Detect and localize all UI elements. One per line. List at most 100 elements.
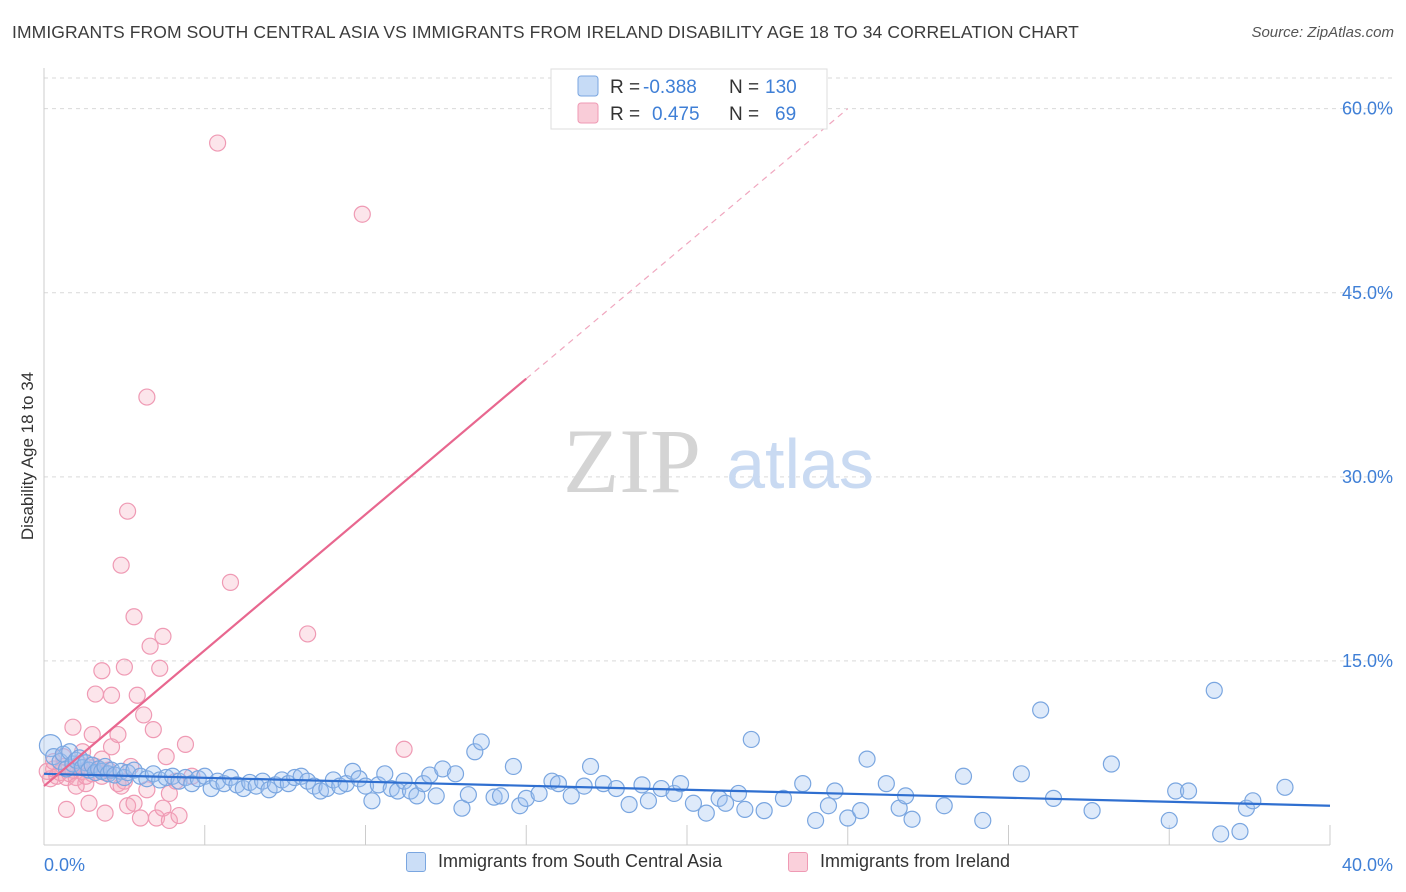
data-point-south-central-asia	[1231, 822, 1249, 841]
legend-swatch-pink	[788, 851, 808, 872]
data-point-south-central-asia	[215, 775, 233, 793]
watermark: ZIP atlas	[563, 410, 874, 512]
data-point-south-central-asia	[254, 772, 272, 790]
legend-top: R = -0.388 N = 130 R = 0.475 N = 69	[550, 68, 828, 130]
data-point-south-central-asia	[1212, 825, 1230, 843]
data-point-south-central-asia	[459, 786, 477, 804]
south-central-asia-points	[38, 681, 1294, 843]
legend-r-value: 0.475	[652, 104, 700, 125]
data-point-south-central-asia	[858, 750, 876, 768]
data-point-south-central-asia	[684, 794, 703, 812]
axes	[43, 68, 1331, 846]
data-point-south-central-asia	[1276, 778, 1294, 796]
data-point-ireland	[157, 748, 175, 766]
data-point-south-central-asia	[697, 804, 715, 822]
data-point-south-central-asia	[736, 800, 754, 819]
data-point-ireland	[118, 502, 137, 520]
x-tick-labels: 0.0% 40.0%	[44, 855, 1393, 875]
data-point-south-central-asia	[1083, 802, 1101, 820]
legend-item-ireland[interactable]: Immigrants from Ireland	[788, 851, 1010, 872]
x-tick-label: 0.0%	[44, 855, 85, 875]
y-axis-label: Disability Age 18 to 34	[18, 372, 37, 540]
y-tick-label: 30.0%	[1342, 467, 1393, 487]
data-point-south-central-asia	[852, 802, 870, 820]
data-point-ireland	[64, 718, 82, 736]
data-point-south-central-asia	[1167, 782, 1185, 800]
legend-swatch-pink	[577, 102, 599, 124]
data-point-ireland	[131, 809, 150, 827]
data-point-south-central-asia	[1032, 701, 1050, 719]
data-point-ireland	[209, 134, 227, 152]
data-point-south-central-asia	[530, 784, 548, 803]
data-point-south-central-asia	[806, 811, 825, 830]
legend-n-value: 69	[775, 104, 796, 125]
y-tick-labels: 15.0% 30.0% 45.0% 60.0%	[1342, 99, 1393, 671]
watermark-zip: ZIP	[563, 410, 701, 512]
data-point-ireland	[86, 685, 105, 703]
data-point-south-central-asia	[729, 784, 748, 803]
legend-n-label: N =	[729, 77, 759, 98]
data-point-ireland	[115, 658, 133, 676]
data-point-south-central-asia	[1012, 765, 1030, 783]
data-point-south-central-asia	[1244, 792, 1262, 810]
data-point-south-central-asia	[671, 775, 690, 793]
data-point-ireland	[57, 800, 76, 819]
legend-n-value: 130	[765, 77, 797, 98]
data-point-south-central-asia	[954, 767, 973, 785]
data-point-south-central-asia	[755, 802, 773, 820]
data-point-ireland	[102, 686, 121, 704]
data-point-south-central-asia	[144, 765, 162, 783]
data-point-south-central-asia	[485, 788, 503, 806]
legend-r-value: -0.388	[643, 77, 697, 98]
legend-item-south-central-asia[interactable]: Immigrants from South Central Asia	[406, 851, 722, 872]
y-tick-label: 60.0%	[1342, 99, 1393, 119]
data-point-south-central-asia	[639, 792, 658, 810]
data-point-south-central-asia	[877, 775, 895, 793]
chart-title: IMMIGRANTS FROM SOUTH CENTRAL ASIA VS IM…	[12, 22, 1079, 42]
data-point-south-central-asia	[549, 775, 568, 793]
data-point-ireland	[144, 721, 162, 739]
data-point-south-central-asia	[395, 772, 413, 790]
data-point-ireland	[80, 794, 98, 812]
data-point-ireland	[83, 725, 101, 744]
data-point-ireland	[395, 740, 413, 758]
y-tick-label: 45.0%	[1342, 283, 1393, 303]
data-point-south-central-asia	[742, 730, 760, 749]
data-point-south-central-asia	[491, 787, 510, 805]
data-point-south-central-asia	[903, 810, 921, 828]
trend-line-ireland-extension	[525, 108, 849, 380]
data-point-south-central-asia	[427, 787, 445, 805]
legend-r-label: R =	[610, 104, 640, 125]
data-point-ireland	[125, 608, 143, 626]
data-point-ireland	[93, 662, 111, 680]
data-point-south-central-asia	[363, 792, 381, 810]
data-point-south-central-asia	[716, 794, 735, 812]
data-point-south-central-asia	[376, 765, 394, 783]
data-point-south-central-asia	[1179, 782, 1198, 800]
data-point-ireland	[299, 625, 317, 643]
trend-line-south-central-asia	[43, 772, 1331, 807]
ireland-points	[38, 134, 413, 830]
legend-swatch-blue	[577, 75, 599, 97]
legend-bottom: Immigrants from South Central Asia Immig…	[0, 851, 1406, 879]
data-point-south-central-asia	[1160, 811, 1178, 830]
data-point-south-central-asia	[826, 782, 844, 800]
data-point-ireland	[112, 556, 130, 574]
legend-r-label: R =	[610, 77, 640, 98]
data-point-south-central-asia	[1205, 681, 1223, 699]
data-point-ireland	[135, 706, 153, 724]
data-point-south-central-asia	[819, 797, 838, 815]
data-point-south-central-asia	[466, 743, 484, 761]
legend-swatch-blue	[406, 851, 426, 872]
data-point-ireland	[151, 659, 169, 677]
data-point-ireland	[138, 388, 156, 406]
trend-lines	[43, 108, 1331, 807]
y-tick-label: 15.0%	[1342, 651, 1393, 671]
data-point-south-central-asia	[794, 775, 812, 793]
data-point-south-central-asia	[581, 757, 600, 776]
data-point-south-central-asia	[1102, 755, 1120, 773]
data-point-south-central-asia	[517, 789, 535, 807]
x-tick-label: 40.0%	[1342, 855, 1393, 875]
data-point-south-central-asia	[974, 811, 992, 830]
